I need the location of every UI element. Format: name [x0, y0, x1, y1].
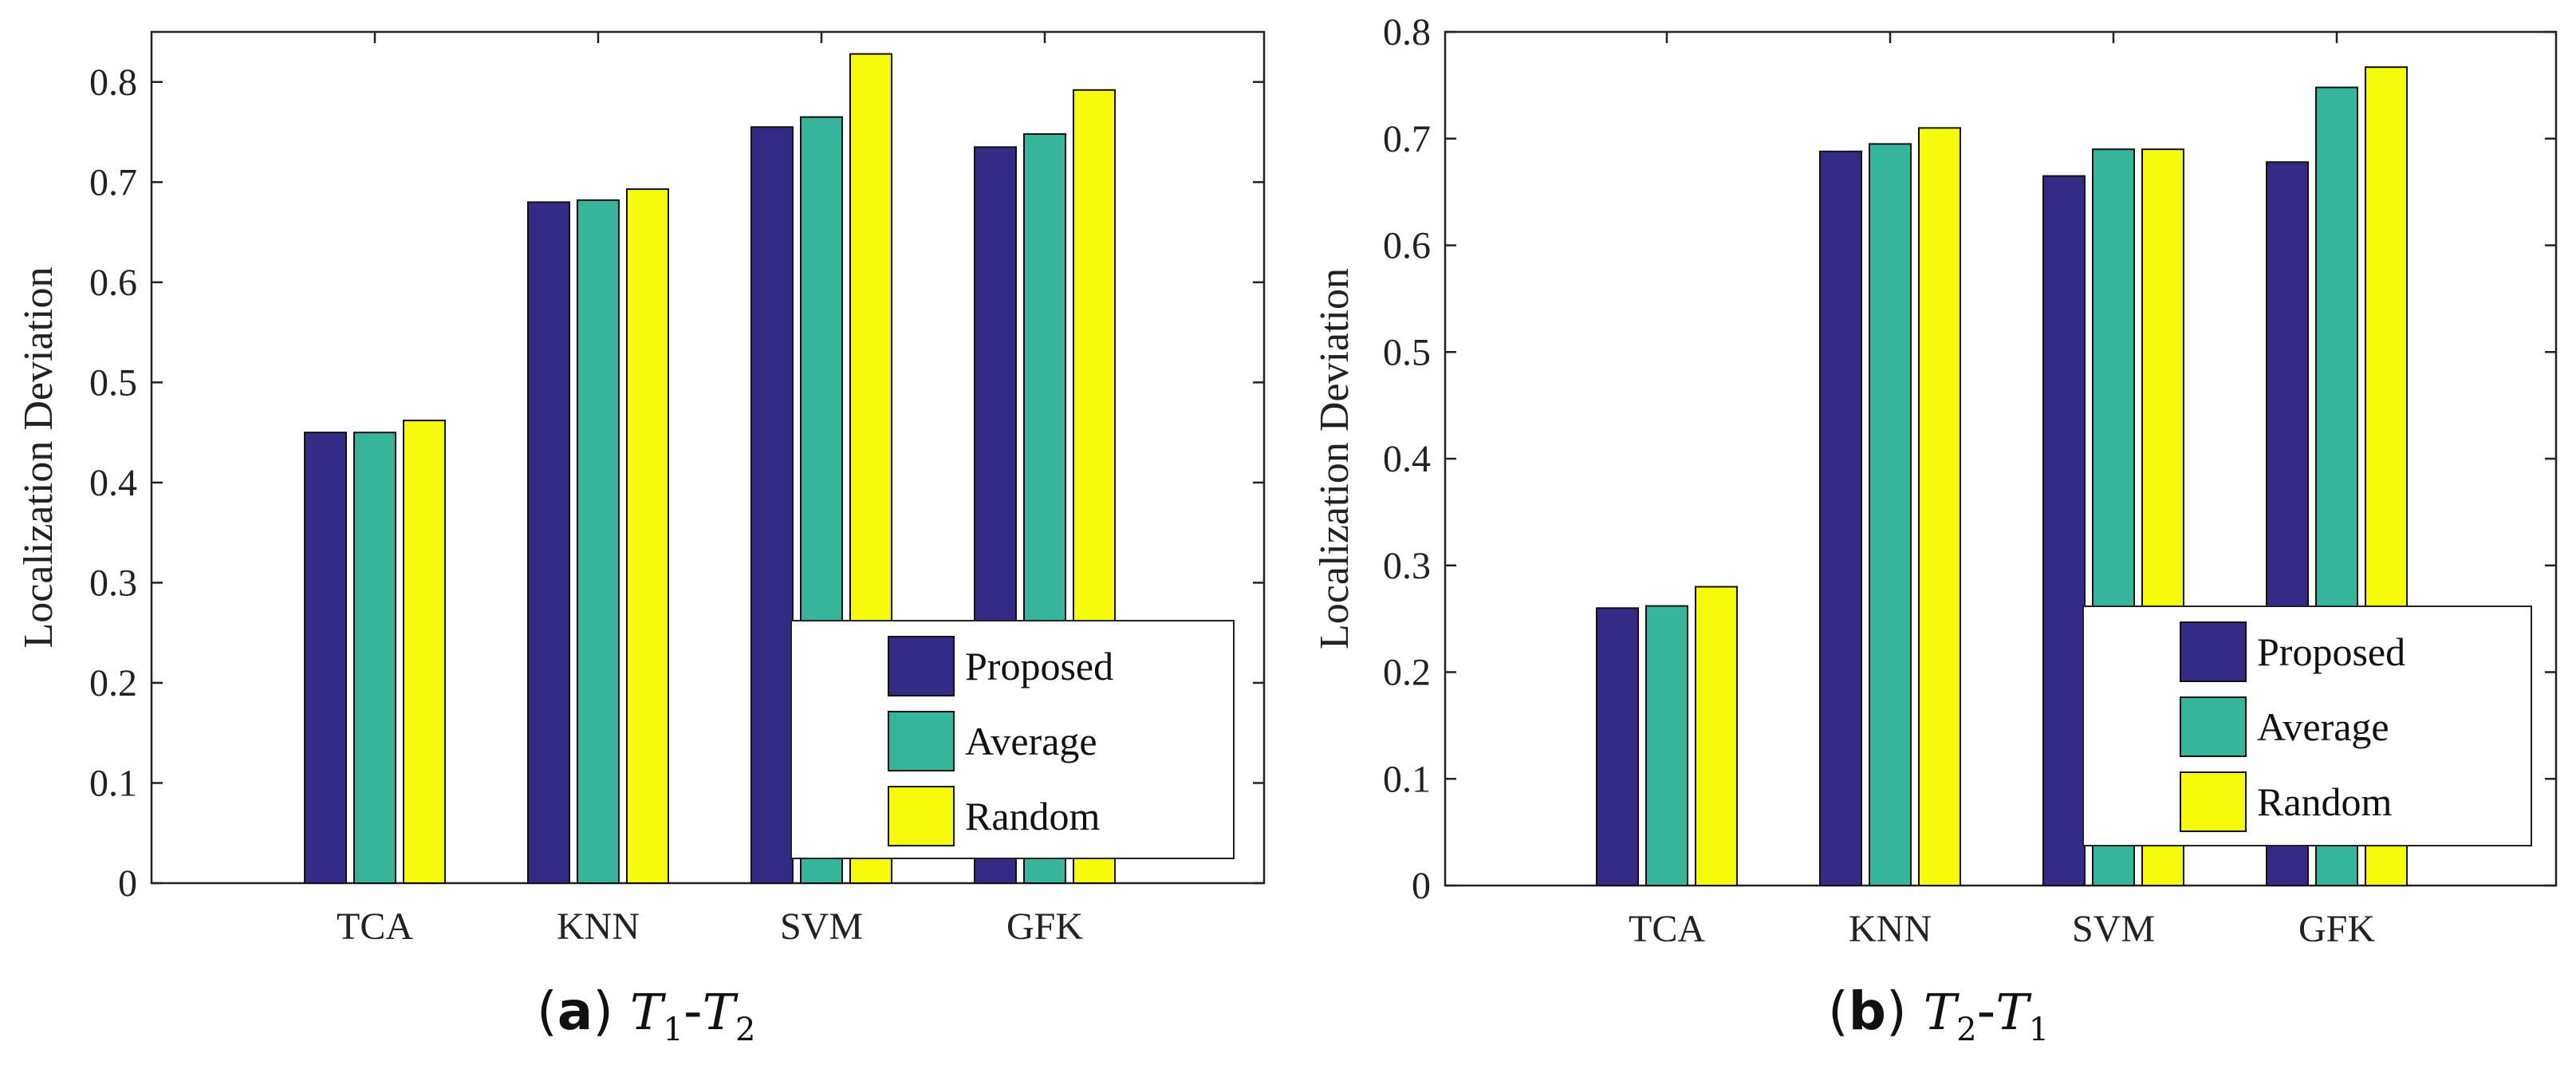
- caption-part: (: [537, 980, 557, 1042]
- x-tick-label: KNN: [1849, 908, 1932, 950]
- legend-swatch-average: [2180, 696, 2247, 757]
- legend-label-random: Random: [2257, 779, 2393, 824]
- y-tick-label: 0.4: [89, 462, 137, 504]
- x-tick-label: KNN: [557, 905, 640, 948]
- y-tick-label: 0: [1412, 865, 1431, 907]
- caption-part: 1: [2029, 1012, 2049, 1048]
- y-tick-label: 0.2: [89, 662, 137, 704]
- caption-part: T: [1995, 983, 2032, 1041]
- caption-part: 2: [1956, 1012, 1976, 1048]
- legend-swatch-average: [888, 711, 955, 771]
- caption-part: T: [1924, 983, 1960, 1041]
- caption-part: -: [683, 980, 703, 1042]
- bar-proposed-svm: [2042, 175, 2086, 886]
- legend-box: [790, 620, 1235, 859]
- legend-label-random: Random: [965, 794, 1101, 838]
- bar-average-knn: [1869, 143, 1912, 886]
- bar-proposed-tca: [304, 432, 347, 884]
- legend-swatch-random: [888, 786, 955, 846]
- caption-part: T: [630, 983, 667, 1041]
- y-tick-label: 0.1: [89, 762, 137, 804]
- bar-proposed-knn: [527, 201, 570, 884]
- bar-random-knn: [1918, 127, 1961, 886]
- legend-label-proposed: Proposed: [2257, 629, 2405, 674]
- x-tick-label: TCA: [337, 905, 413, 948]
- y-tick-label: 0.5: [1383, 331, 1431, 373]
- caption-part: a: [557, 980, 593, 1042]
- legend: Proposed Average Random: [2082, 606, 2532, 846]
- x-tick-label: GFK: [1006, 905, 1083, 948]
- y-tick-label: 0.3: [89, 562, 137, 604]
- legend-label-average: Average: [2257, 704, 2389, 749]
- y-tick-label: 0: [118, 862, 137, 905]
- legend: Proposed Average Random: [790, 620, 1235, 859]
- caption-part: T: [703, 983, 739, 1041]
- caption-part: 2: [735, 1012, 755, 1048]
- bar-random-knn: [626, 188, 669, 884]
- caption-part: 1: [663, 1012, 683, 1048]
- y-tick-label: 0.7: [1383, 118, 1431, 160]
- y-tick-label: 0.6: [89, 262, 137, 304]
- bar-average-tca: [353, 432, 396, 884]
- caption-part: -: [1977, 980, 1996, 1042]
- caption-part: (: [1828, 980, 1849, 1042]
- legend-swatch-proposed: [888, 636, 955, 696]
- y-tick-label: 0.8: [89, 61, 137, 104]
- legend-box: [2082, 606, 2532, 846]
- plot-area-frame: [150, 30, 1266, 885]
- y-axis-label: Localization Deviation: [1312, 268, 1357, 649]
- y-tick-label: 0.3: [1383, 545, 1431, 587]
- y-tick-label: 0.2: [1383, 652, 1431, 694]
- y-tick-label: 0.5: [89, 361, 137, 404]
- x-tick-label: TCA: [1629, 908, 1705, 950]
- panel-caption: (b) T2-T1: [1828, 980, 2049, 1048]
- chart-panel-b: 0 0.1 0.2 0.3 0.4 0.5 0.6 0.7 0.8 TCA KNN SVM GFK Loc…: [1312, 11, 2558, 1048]
- y-tick-label: 0.7: [89, 161, 137, 203]
- legend-label-proposed: Proposed: [965, 644, 1113, 688]
- caption-part: ): [1886, 980, 1924, 1042]
- caption-part: ): [593, 980, 630, 1042]
- bar-average-tca: [1645, 605, 1688, 886]
- y-tick-label: 0.1: [1383, 758, 1431, 800]
- y-axis-label: Localization Deviation: [16, 267, 61, 649]
- x-tick-label: SVM: [2072, 908, 2155, 950]
- bar-average-knn: [577, 199, 620, 884]
- bar-proposed-tca: [1596, 607, 1639, 886]
- x-tick-label: GFK: [2298, 908, 2375, 950]
- y-tick-label: 0.6: [1383, 225, 1431, 267]
- panel-caption: (a) T1-T2: [537, 980, 755, 1048]
- legend-label-average: Average: [965, 719, 1097, 763]
- legend-swatch-proposed: [2180, 621, 2247, 682]
- caption-part: b: [1849, 980, 1886, 1042]
- y-tick-label: 0.4: [1383, 438, 1431, 480]
- bar-random-tca: [1695, 586, 1738, 886]
- chart-panel-a: 0 0.1 0.2 0.3 0.4 0.5 0.6 0.7 0.8 TCA KNN SVM GFK Loc…: [16, 30, 1266, 1048]
- legend-swatch-random: [2180, 771, 2247, 832]
- bar-random-tca: [403, 420, 446, 884]
- y-tick-label: 0.8: [1383, 11, 1431, 53]
- x-tick-label: SVM: [780, 905, 863, 948]
- bar-proposed-svm: [750, 126, 794, 885]
- bar-proposed-knn: [1819, 150, 1862, 887]
